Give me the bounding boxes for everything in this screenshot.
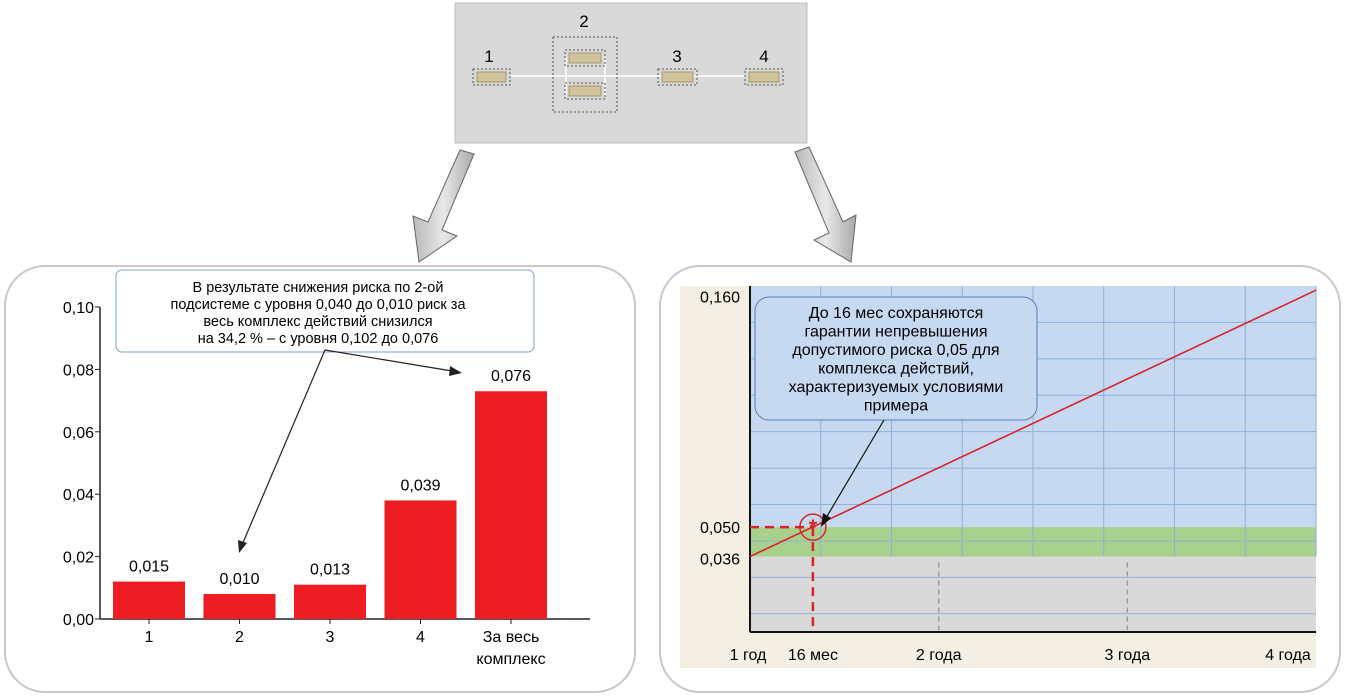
x-tick-label: 16 мес xyxy=(788,647,838,664)
callout-arrow-to-bar-2 xyxy=(241,349,326,546)
x-tick-label: 3 года xyxy=(1105,647,1151,664)
callout-arrowhead-bar-2 xyxy=(238,540,247,553)
callout-text-line: характеризуемых условиями xyxy=(789,379,1004,396)
callout-text-line: В результате снижения риска по 2-ой xyxy=(193,280,444,296)
x-tick-label: 4 года xyxy=(1265,647,1311,664)
callout-text-line: примера xyxy=(864,398,928,415)
element-2a-block xyxy=(568,52,602,64)
y-tick-label: 0,10 xyxy=(63,300,94,317)
bar-data-label: 0,039 xyxy=(400,477,440,494)
bar-chart: 0,00 0,02 0,04 0,06 0,08 0,10 0,015 1 0,010 2 0,01… xyxy=(63,269,590,668)
arrow-left xyxy=(412,149,475,263)
x-tick-label: 2 года xyxy=(916,647,962,664)
x-tick-label: 2 xyxy=(235,629,244,646)
bar xyxy=(294,584,366,619)
x-tick-label: За весь xyxy=(483,629,540,646)
zone-below-minimum xyxy=(750,556,1316,632)
bar xyxy=(203,594,276,619)
y-tick-label: 0,06 xyxy=(63,425,94,442)
diagram-background xyxy=(454,2,808,144)
callout-arrowhead-total xyxy=(449,366,462,376)
risk-line xyxy=(749,289,1317,558)
bar-data-label: 0,013 xyxy=(310,562,350,579)
y-tick-label: 0,02 xyxy=(63,550,94,567)
callout-box xyxy=(754,296,1038,421)
element-2-label: 2 xyxy=(579,12,588,31)
element-1-frame xyxy=(472,68,511,86)
element-2a-frame xyxy=(564,49,606,67)
element-4-label: 4 xyxy=(759,47,768,66)
bar xyxy=(384,500,457,619)
line-chart: 0,036 0,050 0,160 1 год 16 мес 2 года 3 года 4 … xyxy=(680,286,1317,668)
element-3-block xyxy=(661,71,694,83)
callout-text-line: До 16 мес сохраняются xyxy=(809,305,984,322)
threshold-marker-star: * xyxy=(809,515,818,540)
callout-text-line: на 34,2 % – с уровня 0,102 до 0,076 xyxy=(198,331,439,347)
callout-text-line: допустимого риска 0,05 для xyxy=(792,342,999,359)
bar xyxy=(113,581,185,619)
bar-data-label: 0,015 xyxy=(129,559,169,576)
callout-text-line: гарантии непревышения xyxy=(804,324,987,341)
element-4-block xyxy=(748,71,780,83)
x-tick-label: 1 год xyxy=(730,647,767,664)
element-2b-block xyxy=(568,85,602,97)
element-1-label: 1 xyxy=(484,47,493,66)
y-tick-label: 0,050 xyxy=(700,520,740,537)
system-diagram: 1 2 3 4 xyxy=(454,2,808,144)
arrow-right xyxy=(794,146,857,263)
y-tick-label: 0,00 xyxy=(63,612,94,629)
callout-text-line: весь комплекс действий снизился xyxy=(203,314,432,330)
bar-data-label: 0,076 xyxy=(491,368,531,385)
x-tick-label: 3 xyxy=(326,629,335,646)
x-tick-label: 1 xyxy=(145,629,154,646)
y-tick-label: 0,04 xyxy=(63,487,94,504)
y-tick-label: 0,08 xyxy=(63,362,94,379)
element-3-frame xyxy=(657,68,698,86)
x-tick-label: комплекс xyxy=(476,651,545,668)
y-tick-label: 0,036 xyxy=(700,552,740,569)
callout-text-line: комплекса действий, xyxy=(818,361,974,378)
callout-arrow xyxy=(825,419,885,519)
bar-data-label: 0,010 xyxy=(219,571,259,588)
y-tick-label: 0,160 xyxy=(700,289,740,306)
callout-text-line: подсистеме с уровня 0,040 до 0,010 риск … xyxy=(170,297,466,313)
subsystem-2-outer-frame xyxy=(552,36,618,113)
element-1-block xyxy=(476,71,507,83)
bar xyxy=(475,391,547,619)
callout-arrowhead xyxy=(821,513,831,527)
callout-box xyxy=(115,269,535,353)
element-3-label: 3 xyxy=(672,47,681,66)
x-tick-label: 4 xyxy=(416,629,425,646)
element-4-frame xyxy=(744,68,784,86)
threshold-marker-circle xyxy=(799,513,827,541)
element-2b-frame xyxy=(564,82,606,100)
callout-arrow-to-total xyxy=(324,349,453,372)
